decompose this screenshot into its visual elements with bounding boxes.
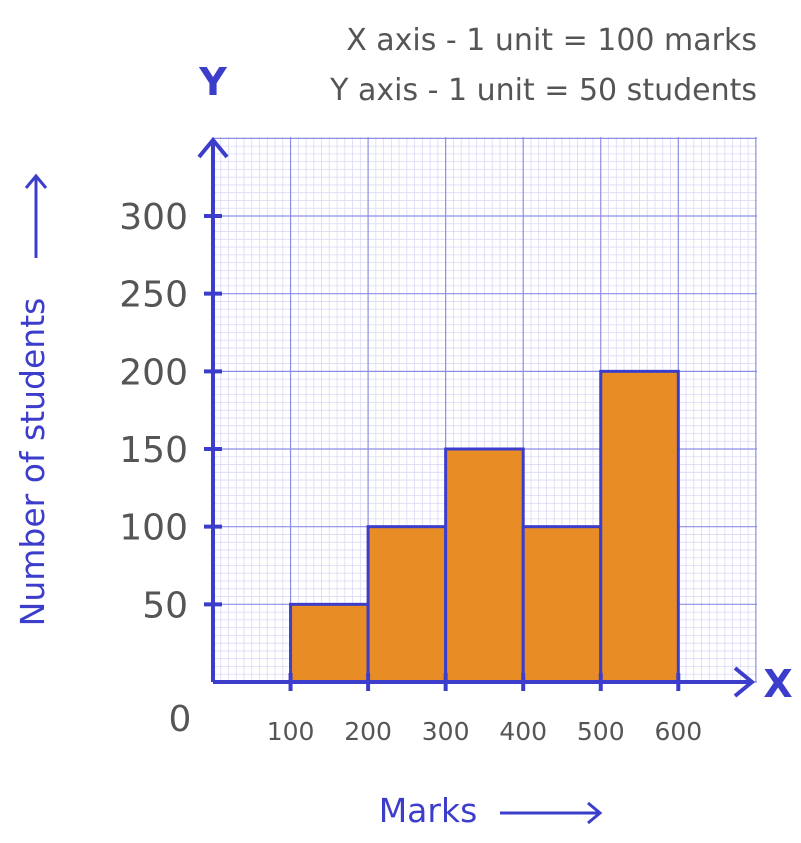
x-scale-note: X axis - 1 unit = 100 marks bbox=[346, 23, 757, 58]
x-tick-label: 600 bbox=[654, 717, 702, 746]
y-tick-label: 300 bbox=[119, 197, 188, 238]
y-axis-arrowhead bbox=[197, 136, 229, 159]
y-axis-letter: Y bbox=[198, 60, 227, 104]
x-tick-label: 100 bbox=[267, 717, 315, 746]
tick-labels: 100 200 300 400 500 600 50 100 150 200 250 300 bbox=[119, 197, 702, 746]
y-scale-note: Y axis - 1 unit = 50 students bbox=[329, 73, 757, 108]
x-tick-label: 200 bbox=[344, 717, 392, 746]
y-tick-label: 200 bbox=[119, 352, 188, 393]
bar-200-300 bbox=[366, 525, 448, 684]
y-tick-label: 150 bbox=[119, 430, 188, 471]
x-axis-title-group: Marks bbox=[379, 791, 603, 830]
y-axis-title: Number of students bbox=[13, 298, 52, 627]
bar-400-500 bbox=[521, 525, 603, 684]
x-tick-label: 500 bbox=[577, 717, 625, 746]
y-axis-title-group: Number of students bbox=[13, 173, 52, 627]
x-axis-title: Marks bbox=[379, 791, 478, 830]
bars bbox=[289, 369, 680, 684]
y-tick-label: 250 bbox=[119, 275, 188, 316]
y-tick-label: 50 bbox=[142, 585, 188, 626]
y-tick-label: 100 bbox=[119, 508, 188, 549]
origin-label: 0 bbox=[169, 699, 192, 740]
x-axis-letter: X bbox=[763, 662, 792, 706]
x-tick-label: 400 bbox=[499, 717, 547, 746]
x-axis-arrowhead bbox=[733, 666, 756, 698]
axis-ticks bbox=[204, 214, 681, 691]
bar-500-600 bbox=[599, 369, 680, 684]
y-axis-title-arrowhead bbox=[24, 173, 48, 189]
bar-300-400 bbox=[444, 447, 525, 684]
bar-100-200 bbox=[289, 602, 370, 684]
x-axis-title-arrowhead bbox=[587, 801, 603, 825]
x-tick-label: 300 bbox=[422, 717, 470, 746]
